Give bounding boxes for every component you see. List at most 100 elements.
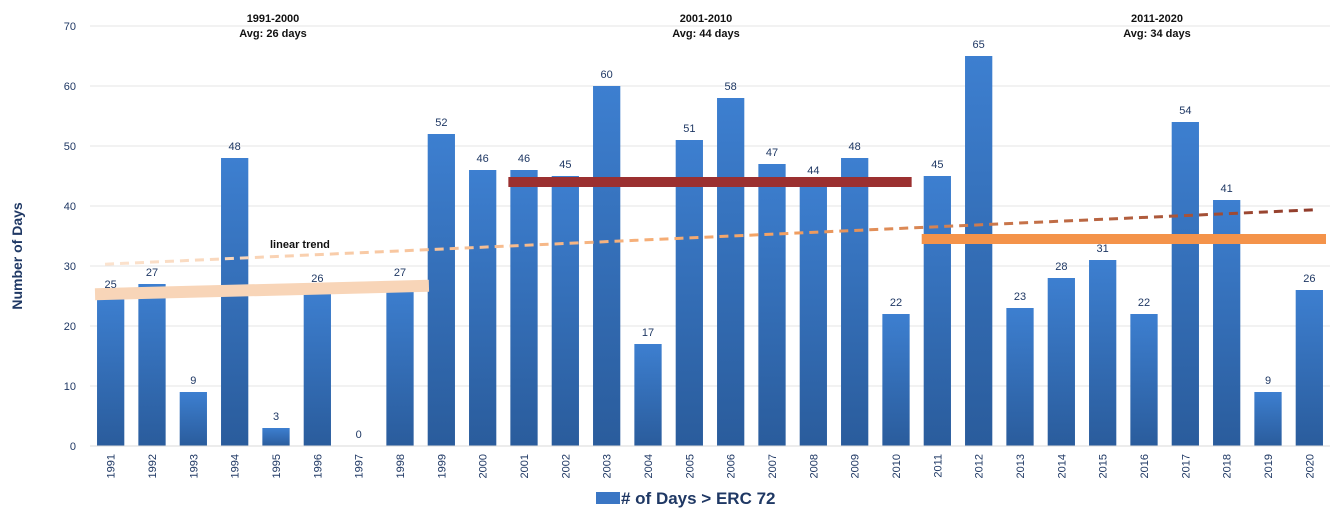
data-label: 48 [229, 141, 241, 153]
trend-label: linear trend [270, 239, 330, 251]
bar [262, 428, 290, 446]
bar [1254, 392, 1282, 446]
x-tick-label: 2007 [767, 454, 779, 478]
bar [1089, 260, 1117, 446]
x-tick-label: 2000 [478, 454, 490, 478]
data-label: 65 [973, 39, 985, 51]
bar [138, 284, 166, 446]
data-label: 58 [725, 81, 737, 93]
y-tick-label: 0 [70, 441, 76, 453]
data-label: 44 [807, 165, 819, 177]
bar [179, 392, 207, 446]
x-tick-label: 2009 [850, 454, 862, 478]
data-label: 48 [849, 141, 861, 153]
y-tick-label: 20 [64, 321, 76, 333]
x-tick-label: 2006 [726, 454, 738, 478]
x-tick-label: 2014 [1056, 454, 1068, 478]
gridlines [90, 25, 1330, 387]
legend-swatch [596, 492, 620, 504]
data-label: 0 [356, 429, 362, 441]
data-label: 28 [1055, 261, 1067, 273]
x-tick-label: 2019 [1263, 454, 1275, 478]
data-label: 45 [931, 159, 943, 171]
x-tick-label: 2012 [974, 454, 986, 478]
bar [923, 176, 951, 446]
decade-average-lines [94, 177, 1326, 301]
data-label: 46 [477, 153, 489, 165]
x-tick-label: 1999 [436, 454, 448, 478]
y-tick-label: 40 [64, 201, 76, 213]
data-label: 26 [1303, 273, 1315, 285]
y-axis-ticks: 0 10 20 30 40 50 60 70 [64, 21, 76, 453]
x-tick-label: 2010 [891, 454, 903, 478]
trend-line-group: linear trend [104, 208, 1319, 266]
y-tick-label: 70 [64, 21, 76, 33]
data-label: 54 [1179, 105, 1191, 117]
decade-title: 2011-2020 [1131, 13, 1183, 25]
bar [717, 98, 745, 446]
decade-avg-label: Avg: 44 days [672, 28, 739, 40]
bar [221, 158, 249, 446]
bar [634, 344, 662, 446]
x-tick-label: 2016 [1139, 454, 1151, 478]
data-label: 27 [146, 267, 158, 279]
x-tick-label: 1992 [147, 454, 159, 478]
x-tick-label: 1991 [106, 454, 118, 478]
data-label: 51 [683, 123, 695, 135]
y-tick-label: 30 [64, 261, 76, 273]
data-label: 25 [105, 279, 117, 291]
legend-label: # of Days > ERC 72 [621, 489, 776, 508]
bar [841, 158, 869, 446]
decade-avg-label: Avg: 34 days [1123, 28, 1190, 40]
bar [675, 140, 703, 446]
y-axis-label: Number of Days [9, 202, 25, 310]
data-label: 26 [311, 273, 323, 285]
data-label: 47 [766, 147, 778, 159]
x-tick-label: 2011 [932, 454, 944, 478]
x-tick-label: 2005 [684, 454, 696, 478]
x-tick-label: 2002 [560, 454, 572, 478]
x-tick-label: 1994 [230, 454, 242, 478]
bar [303, 290, 331, 446]
decade-title: 1991-2000 [247, 13, 300, 25]
data-label: 60 [601, 69, 613, 81]
x-tick-label: 2008 [808, 454, 820, 478]
x-tick-label: 1995 [271, 454, 283, 478]
x-tick-label: 1993 [188, 454, 200, 478]
bar [97, 296, 125, 446]
y-tick-label: 10 [64, 381, 76, 393]
bars [97, 56, 1323, 446]
bar [551, 176, 579, 446]
x-tick-label: 2004 [643, 454, 655, 478]
data-label: 27 [394, 267, 406, 279]
data-labels: 25 27 9 48 3 26 0 27 52 46 46 45 60 17 51 58 47 44 48 22 45 6… [105, 39, 1316, 441]
bar [1047, 278, 1075, 446]
bar [965, 56, 993, 446]
decade-titles: 1991-2000 Avg: 26 days 2001-2010 Avg: 44 da… [239, 13, 1190, 40]
x-axis-ticks: 1991 1992 1993 1994 1995 1996 1997 1998 1999 2000… [106, 454, 1317, 478]
bar [510, 170, 538, 446]
x-tick-label: 2015 [1098, 454, 1110, 478]
data-label: 52 [435, 117, 447, 129]
bar [1295, 290, 1323, 446]
trend-line [104, 208, 1319, 266]
bar [593, 86, 621, 446]
decade-avg-label: Avg: 26 days [239, 28, 306, 40]
bar [1171, 122, 1199, 446]
bar [386, 284, 414, 446]
x-tick-label: 2001 [519, 454, 531, 478]
bar [882, 314, 910, 446]
data-label: 31 [1097, 243, 1109, 255]
x-tick-label: 1998 [395, 454, 407, 478]
data-label: 22 [890, 297, 902, 309]
x-tick-label: 2017 [1180, 454, 1192, 478]
data-label: 9 [190, 375, 196, 387]
data-label: 23 [1014, 291, 1026, 303]
data-label: 9 [1265, 375, 1271, 387]
decade-average-line [94, 279, 430, 301]
data-label: 45 [559, 159, 571, 171]
x-tick-label: 2018 [1222, 454, 1234, 478]
data-label: 46 [518, 153, 530, 165]
x-tick-label: 2013 [1015, 454, 1027, 478]
y-tick-label: 60 [64, 81, 76, 93]
